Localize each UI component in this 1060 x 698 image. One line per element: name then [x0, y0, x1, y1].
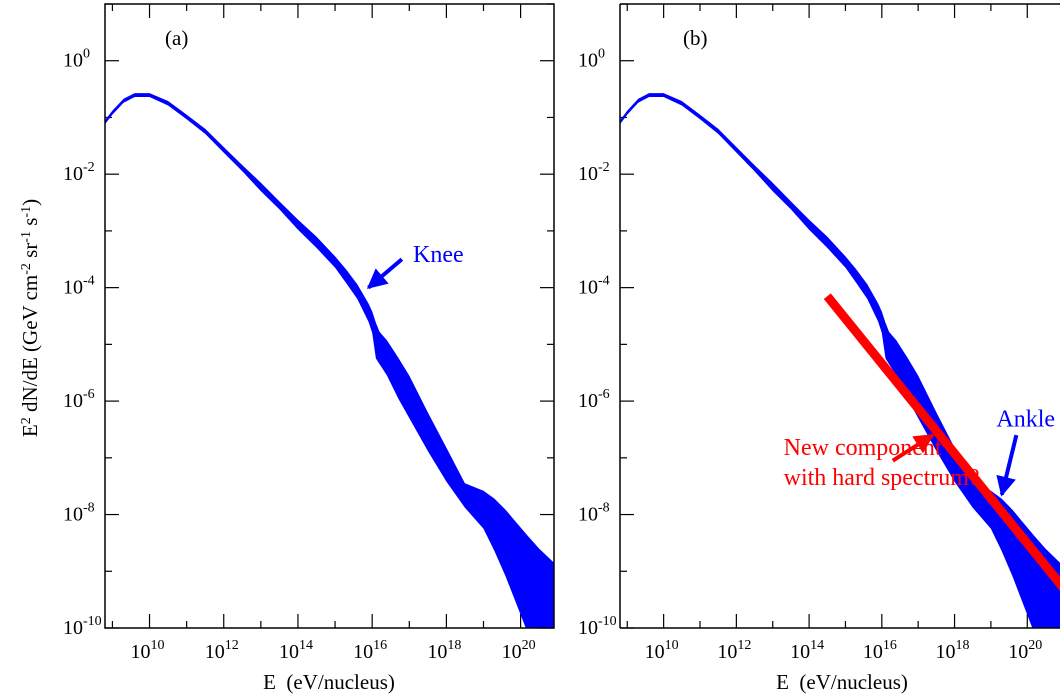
annotation-text: Ankle: [996, 407, 1055, 433]
axis-ticks-a: 1010 1012 1014 1016 1018 1020 100 10-2 10-4 10-6 1…: [63, 3, 554, 663]
x-tick-label: 1010: [131, 638, 165, 663]
y-tick-label: 10-2: [578, 160, 610, 185]
x-tick-label: 1012: [205, 638, 239, 663]
y-axis-label: E2 dN/dE (GeV cm-2 sr-1 s-1): [18, 199, 42, 437]
y-tick-label: 10-10: [578, 614, 617, 639]
y-tick-label: 10-8: [63, 501, 95, 526]
x-tick-label: 1016: [863, 638, 897, 663]
annotation-arrow: [891, 433, 935, 463]
x-axis-label-a: E (eV/nucleus): [263, 670, 395, 694]
new-component-line: [823, 293, 1060, 591]
spectrum-band-b: [620, 93, 1060, 628]
y-tick-label: 10-6: [578, 387, 610, 412]
annotation-text: with hard spectrum?: [784, 465, 980, 491]
x-tick-label: 1014: [790, 638, 824, 663]
x-tick-label: 1012: [717, 638, 751, 663]
y-tick-label: 10-4: [578, 274, 610, 299]
axis-ticks-b: 1010 1012 1014 1016 1018 1020 100 10-2 10-4 10-6 1…: [578, 3, 1042, 663]
annotation-text: New component: [784, 435, 942, 461]
panel-label-a: (a): [165, 26, 188, 50]
y-tick-label: 10-8: [578, 501, 610, 526]
x-tick-label: 1010: [645, 638, 679, 663]
annotation-arrow: [996, 434, 1019, 497]
y-tick-label: 10-10: [63, 614, 102, 639]
annotations-b: Ankle New component with hard spectrum?: [784, 407, 1055, 497]
x-tick-label: 1020: [502, 638, 536, 663]
spectrum-band-a: [105, 93, 554, 628]
y-tick-label: 10-2: [63, 160, 95, 185]
x-tick-label: 1014: [279, 638, 313, 663]
annotations-a: Knee: [366, 242, 464, 290]
x-tick-label: 1018: [427, 638, 461, 663]
annotation-text: Knee: [413, 242, 464, 268]
y-tick-label: 100: [578, 47, 605, 72]
annotation-arrow: [366, 257, 404, 290]
y-tick-label: 100: [63, 47, 90, 72]
panel-label-b: (b): [683, 26, 708, 50]
plot-frame-a: [104, 3, 555, 629]
x-axis-label-b: E (eV/nucleus): [776, 670, 908, 694]
y-tick-label: 10-6: [63, 387, 95, 412]
x-tick-label: 1016: [353, 638, 387, 663]
x-tick-label: 1020: [1008, 638, 1042, 663]
x-tick-label: 1018: [936, 638, 970, 663]
y-tick-label: 10-4: [63, 274, 95, 299]
panel-b: 1010 1012 1014 1016 1018 1020 100 10-2 10-4 10-6 1…: [578, 3, 1060, 694]
panel-a: 1010 1012 1014 1016 1018 1020 100 10-2 10-4 10-6 1…: [18, 3, 555, 694]
